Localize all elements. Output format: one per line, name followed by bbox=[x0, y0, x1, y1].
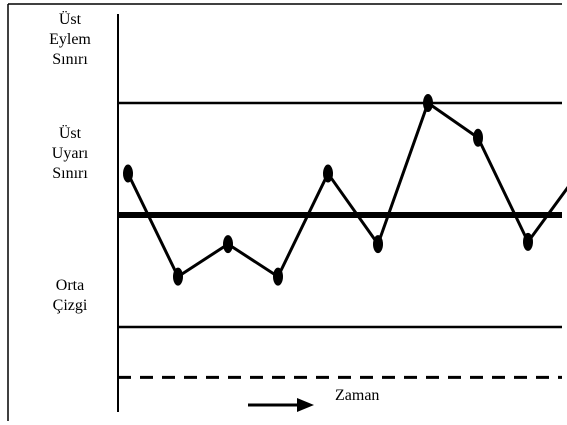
upper-warning-limit-label: Üst Uyarı Sınırı bbox=[40, 124, 100, 184]
data-point-1 bbox=[123, 164, 133, 183]
center-line-label-line-2: Çizgi bbox=[52, 297, 88, 314]
data-point-9 bbox=[523, 232, 533, 251]
data-point-7 bbox=[423, 94, 433, 112]
data-point-6 bbox=[373, 235, 383, 254]
upper-warning-limit-label-line-1: Üst bbox=[58, 125, 82, 142]
time-arrow-head bbox=[297, 398, 314, 412]
center-line-label-line-1: Orta bbox=[55, 277, 85, 294]
upper-action-limit-label-line-1: Üst bbox=[58, 11, 82, 28]
data-point-5 bbox=[323, 164, 333, 183]
data-series-line bbox=[126, 101, 567, 279]
center-line-label: Orta Çizgi bbox=[40, 276, 100, 316]
data-point-8 bbox=[473, 128, 483, 147]
upper-action-limit-label: Üst Eylem Sınırı bbox=[40, 10, 100, 70]
data-point-2 bbox=[173, 267, 183, 286]
upper-action-limit-label-line-3: Sınırı bbox=[52, 51, 88, 68]
upper-warning-limit-label-line-3: Sınırı bbox=[52, 165, 88, 182]
data-point-3 bbox=[223, 235, 233, 254]
data-point-4 bbox=[273, 267, 283, 286]
upper-action-limit-label-line-2: Eylem bbox=[49, 31, 91, 48]
x-axis-label: Zaman bbox=[335, 387, 379, 404]
upper-warning-limit-label-line-2: Uyarı bbox=[51, 145, 89, 162]
